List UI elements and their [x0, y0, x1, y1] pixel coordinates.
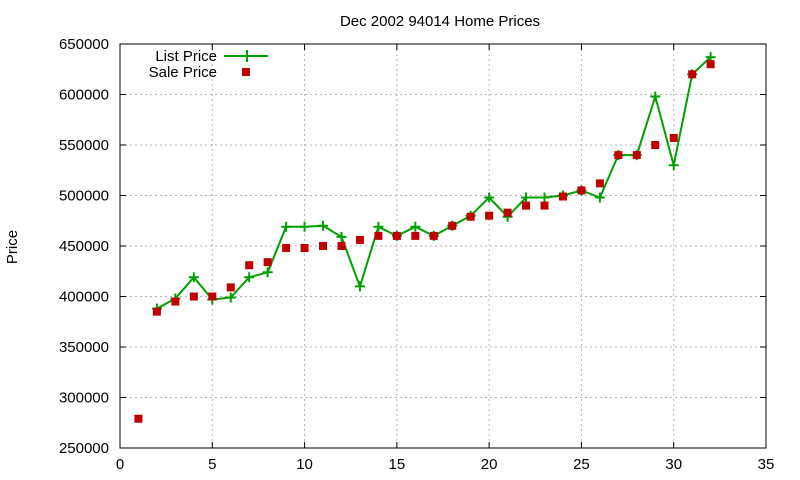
x-tick-label: 5 — [208, 456, 216, 473]
sale-price-point — [189, 292, 198, 301]
x-tick-label: 0 — [116, 456, 124, 473]
sale-price-point — [706, 60, 715, 69]
sale-price-point — [134, 414, 143, 423]
sale-price-point — [448, 221, 457, 230]
chart-title: Dec 2002 94014 Home Prices — [340, 13, 540, 30]
sale-price-point — [263, 258, 272, 267]
sale-price-point — [429, 231, 438, 240]
sale-price-point — [577, 186, 586, 195]
sale-price-point — [411, 231, 420, 240]
sale-price-point — [208, 292, 217, 301]
list-price-point — [299, 221, 310, 232]
ticks-layer: 0 5 10 15 20 25 30 35 250000 300000 350000 400000 45… — [59, 36, 774, 473]
sale-price-point — [632, 151, 641, 160]
sale-price-point — [595, 179, 604, 188]
y-axis-label: Price — [4, 230, 21, 264]
list-price-point — [281, 221, 292, 232]
y-tick-label: 350000 — [59, 339, 109, 356]
sale-price-point — [503, 208, 512, 217]
list-price-point — [225, 292, 236, 303]
y-tick-label: 450000 — [59, 238, 109, 255]
y-tick-label: 650000 — [59, 36, 109, 53]
x-tick-label: 20 — [481, 456, 498, 473]
list-price-point — [318, 220, 329, 231]
x-tick-label: 35 — [758, 456, 775, 473]
sale-price-point — [485, 211, 494, 220]
legend-marker-sale-price — [242, 68, 250, 76]
sale-price-point — [245, 261, 254, 270]
list-price-point — [188, 272, 199, 283]
list-price-point — [336, 231, 347, 242]
list-price-point — [521, 192, 532, 203]
sale-price-point — [171, 297, 180, 306]
x-tick-label: 10 — [296, 456, 313, 473]
sale-price-point — [226, 283, 235, 292]
legend-marker-list-price — [241, 50, 253, 62]
list-price-point — [262, 267, 273, 278]
list-price-point — [484, 192, 495, 203]
legend-label-list-price: List Price — [155, 48, 217, 65]
legend: List Price Sale Price — [149, 48, 268, 81]
series-layer — [134, 52, 716, 423]
grid-layer — [120, 44, 766, 448]
sale-price-point — [558, 192, 567, 201]
y-tick-label: 400000 — [59, 289, 109, 306]
x-tick-label: 15 — [389, 456, 406, 473]
list-price-point — [539, 192, 550, 203]
sale-price-point — [355, 235, 364, 244]
sale-price-point — [540, 201, 549, 210]
sale-price-point — [614, 151, 623, 160]
legend-label-sale-price: Sale Price — [149, 64, 217, 81]
sale-price-point — [669, 133, 678, 142]
sale-price-point — [466, 212, 475, 221]
x-tick-label: 25 — [573, 456, 590, 473]
sale-price-point — [152, 307, 161, 316]
list-price-line — [156, 56, 712, 310]
sale-price-point — [282, 244, 291, 253]
x-tick-label: 30 — [665, 456, 682, 473]
list-price-point — [354, 281, 365, 292]
list-price-point — [244, 272, 255, 283]
sale-price-point — [688, 70, 697, 79]
y-tick-label: 550000 — [59, 137, 109, 154]
sale-price-point — [522, 201, 531, 210]
list-price-point — [650, 91, 661, 102]
list-price-point — [668, 160, 679, 171]
list-price-point — [373, 221, 384, 232]
sale-price-point — [337, 242, 346, 250]
sale-price-point — [651, 141, 660, 149]
sale-price-point — [319, 242, 328, 250]
sale-price-point — [392, 231, 401, 240]
y-tick-label: 300000 — [59, 390, 109, 407]
list-price-point — [410, 221, 421, 232]
list-price-point — [594, 192, 605, 203]
y-tick-label: 500000 — [59, 188, 109, 205]
y-tick-label: 600000 — [59, 87, 109, 104]
sale-price-point — [300, 244, 309, 253]
sale-price-point — [374, 231, 383, 240]
y-tick-label: 250000 — [59, 440, 109, 457]
